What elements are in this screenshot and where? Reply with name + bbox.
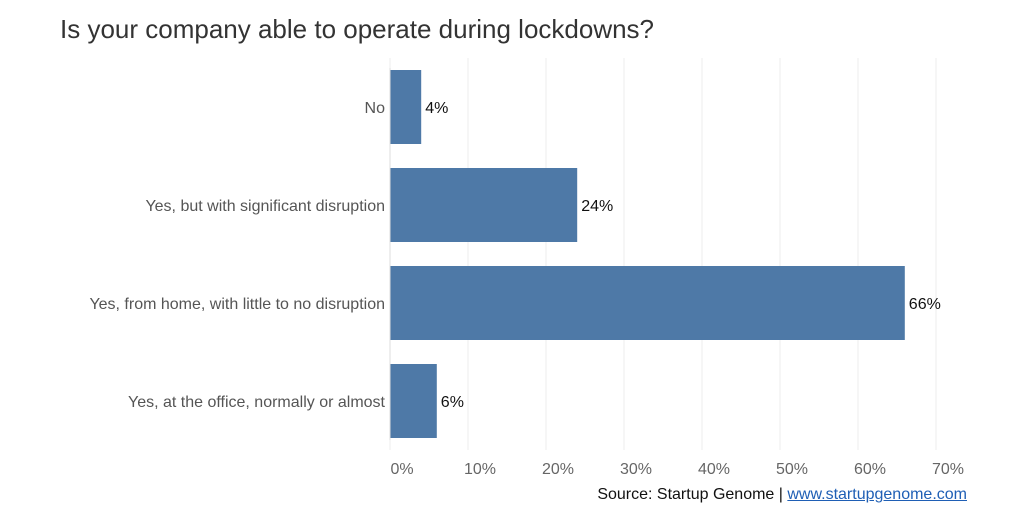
source-note: Source: Startup Genome | www.startupgeno… (597, 486, 967, 504)
category-label: Yes, but with significant disruption (145, 198, 385, 215)
x-tick-label: 20% (542, 461, 574, 478)
category-label: No (365, 100, 386, 117)
source-link[interactable]: www.startupgenome.com (787, 486, 967, 503)
chart-title: Is your company able to operate during l… (60, 14, 655, 44)
x-tick-label: 10% (464, 461, 496, 478)
x-tick-label: 70% (932, 461, 964, 478)
data-label: 66% (909, 296, 941, 313)
x-tick-label: 30% (620, 461, 652, 478)
x-tick-label: 50% (776, 461, 808, 478)
x-tick-label: 60% (854, 461, 886, 478)
bar (390, 266, 905, 340)
bar (390, 364, 437, 438)
x-tick-label: 40% (698, 461, 730, 478)
source-label: Source: Startup Genome | (597, 486, 788, 503)
data-label: 6% (441, 394, 464, 411)
bar (390, 168, 578, 242)
data-label: 4% (425, 100, 448, 117)
bar (390, 70, 422, 144)
category-label: Yes, from home, with little to no disrup… (89, 296, 385, 313)
category-label: Yes, at the office, normally or almost (128, 394, 386, 411)
x-tick-label: 0% (390, 461, 413, 478)
data-label: 24% (581, 198, 613, 215)
